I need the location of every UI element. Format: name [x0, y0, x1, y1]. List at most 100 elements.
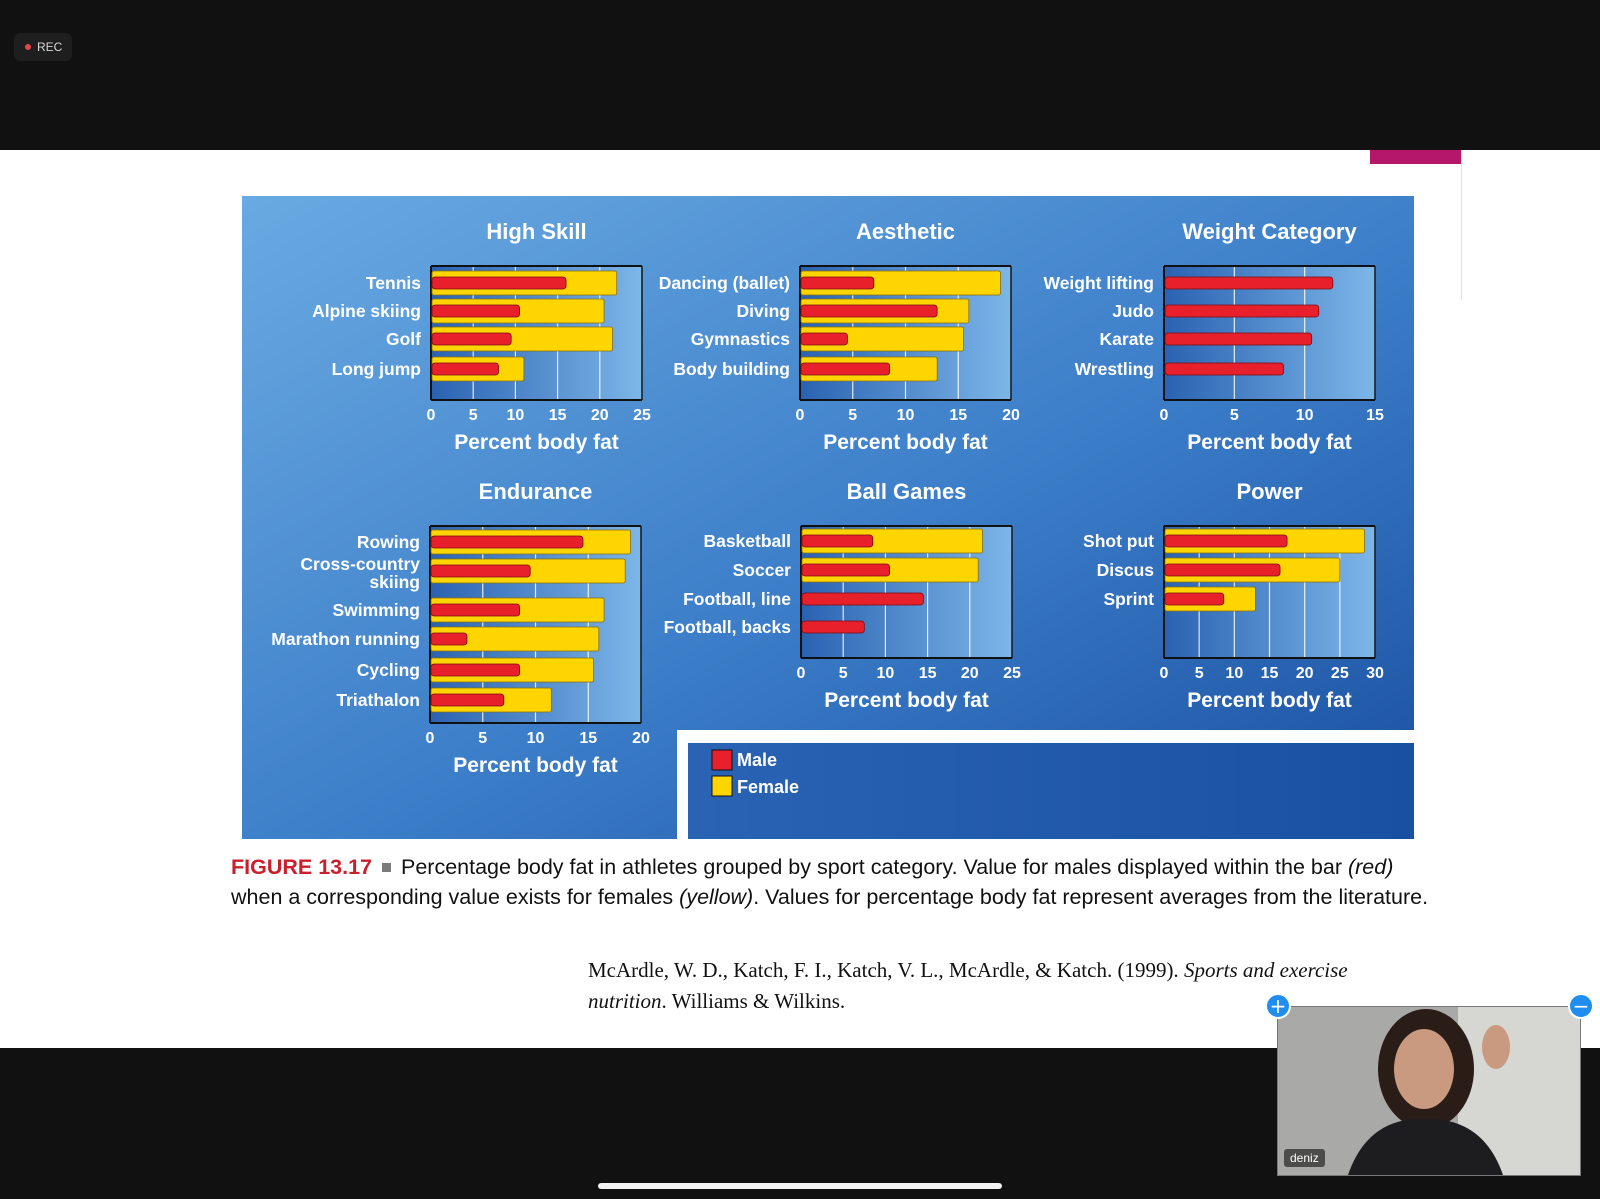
caption-text-2: when a corresponding value exists for fe…: [231, 885, 680, 909]
male-bar: [800, 304, 938, 318]
citation-authors: McArdle, W. D., Katch, F. I., Katch, V. …: [588, 958, 1184, 982]
caption-text-1: Percentage body fat in athletes grouped …: [401, 855, 1348, 879]
male-bar: [431, 304, 521, 318]
chart-title: Endurance: [479, 479, 593, 504]
category-label: Golf: [386, 329, 421, 349]
category-label: Body building: [673, 359, 790, 379]
chart-ball-games: Ball Games 0 5 10 15 20 25 Percent body fat Bask…: [664, 479, 1021, 712]
male-bar: [801, 620, 865, 634]
figure-number: FIGURE 13.17: [231, 855, 372, 879]
male-bar: [1164, 332, 1313, 346]
category-label: Swimming: [332, 600, 420, 620]
body-fat-figure: High Skill 0 5 10 15 20 25 Percent body fat Tenn…: [242, 196, 1414, 839]
category-label: Gymnastics: [691, 329, 790, 349]
male-bar: [431, 332, 512, 346]
citation-publisher: . Williams & Wilkins.: [661, 989, 846, 1013]
citation: McArdle, W. D., Katch, F. I., Katch, V. …: [588, 955, 1368, 1017]
caption-yellow-note: (yellow): [679, 885, 754, 909]
male-bar: [430, 564, 531, 578]
x-tick-label: 25: [1331, 665, 1349, 682]
male-bar: [1164, 276, 1334, 290]
x-tick-label: 10: [1296, 407, 1314, 424]
male-bar: [430, 693, 505, 707]
male-bar: [430, 632, 468, 646]
x-tick-label: 10: [507, 407, 525, 424]
x-tick-label: 0: [796, 407, 805, 424]
citation-title: Sports and exercise nutrition: [588, 958, 1348, 1013]
category-label: Discus: [1097, 560, 1155, 580]
category-label: Soccer: [733, 560, 792, 580]
chart-title: Power: [1236, 479, 1302, 504]
male-bar: [430, 603, 521, 617]
chart-high-skill: High Skill 0 5 10 15 20 25 Percent body fat Tenn…: [312, 219, 651, 454]
x-tick-label: 5: [1230, 407, 1239, 424]
x-tick-label: 5: [1195, 665, 1204, 682]
category-label: Cross-country: [300, 554, 420, 574]
x-tick-label: 20: [591, 407, 609, 424]
male-bar: [431, 362, 499, 376]
male-bar: [800, 362, 891, 376]
category-label: Sprint: [1103, 589, 1154, 609]
record-dot-icon: [25, 44, 31, 50]
male-bar: [430, 535, 584, 549]
category-label: Wrestling: [1075, 359, 1154, 379]
x-tick-label: 0: [426, 730, 435, 747]
category-label: Basketball: [703, 531, 791, 551]
male-bar: [1164, 592, 1225, 606]
x-tick-label: 5: [839, 665, 848, 682]
male-bar: [800, 332, 848, 346]
video-thumbnail[interactable]: deniz: [1277, 1006, 1581, 1176]
zoom-out-button[interactable]: −: [1568, 993, 1594, 1019]
x-tick-label: 20: [1296, 665, 1314, 682]
x-axis-label: Percent body fat: [823, 431, 988, 454]
x-tick-label: 5: [478, 730, 487, 747]
chart-title: High Skill: [486, 219, 586, 244]
male-bar: [1164, 362, 1284, 376]
figure-caption: FIGURE 13.17 Percentage body fat in athle…: [231, 852, 1431, 912]
recording-indicator: REC: [14, 33, 72, 61]
legend-female-swatch: [711, 775, 733, 797]
caption-red-note: (red): [1347, 855, 1394, 879]
category-label: Judo: [1112, 301, 1154, 321]
caption-text-3: . Values for percentage body fat represe…: [753, 885, 1429, 909]
x-axis-label: Percent body fat: [824, 689, 989, 712]
category-label: Marathon running: [271, 629, 420, 649]
recording-label: REC: [37, 40, 63, 54]
category-label: Alpine skiing: [312, 301, 421, 321]
male-bar: [801, 534, 874, 548]
x-tick-label: 5: [848, 407, 857, 424]
male-bar: [1164, 304, 1320, 318]
x-tick-label: 25: [1003, 665, 1021, 682]
x-tick-label: 20: [1002, 407, 1020, 424]
home-indicator-bar[interactable]: [598, 1183, 1002, 1189]
category-label: Football, backs: [664, 617, 792, 637]
x-tick-label: 0: [1160, 665, 1169, 682]
chart-title: Weight Category: [1182, 219, 1357, 244]
x-tick-label: 20: [632, 730, 650, 747]
category-label: skiing: [369, 572, 420, 592]
x-tick-label: 5: [469, 407, 478, 424]
male-bar: [430, 663, 521, 677]
male-bar: [800, 276, 875, 290]
male-bar: [801, 592, 924, 606]
x-tick-label: 0: [1160, 407, 1169, 424]
zoom-in-button[interactable]: +: [1265, 993, 1291, 1019]
male-bar: [1164, 534, 1288, 548]
participant-video: [1278, 1007, 1580, 1175]
x-tick-label: 15: [919, 665, 937, 682]
legend-female-label: Female: [737, 777, 799, 797]
slide-accent-tab: [1370, 150, 1461, 164]
x-tick-label: 30: [1366, 665, 1384, 682]
category-label: Shot put: [1083, 531, 1154, 551]
chart-title: Aesthetic: [856, 219, 955, 244]
participant-face: [1394, 1029, 1454, 1109]
legend-male-label: Male: [737, 750, 777, 770]
male-bar: [801, 563, 891, 577]
x-tick-label: 15: [949, 407, 967, 424]
category-label: Triathalon: [336, 690, 420, 710]
x-tick-label: 10: [877, 665, 895, 682]
category-label: Football, line: [683, 589, 791, 609]
participant-name: deniz: [1284, 1149, 1325, 1167]
x-tick-label: 15: [579, 730, 597, 747]
